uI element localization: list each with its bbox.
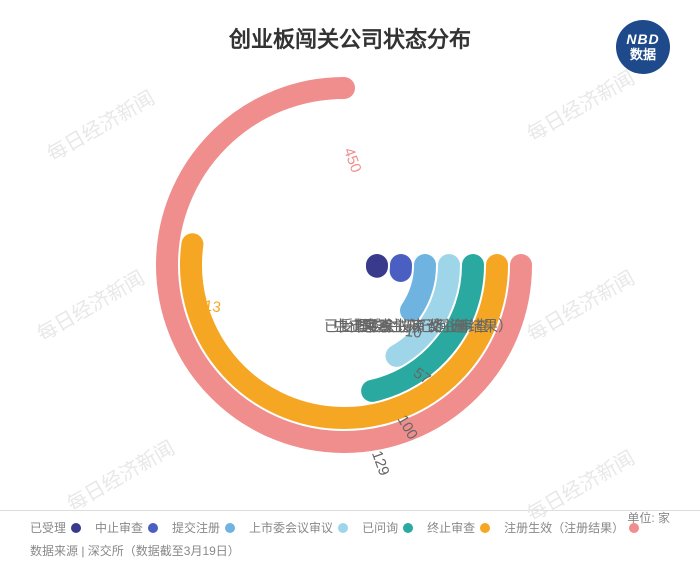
source-text: 数据来源 | 深交所（数据截至3月19日） bbox=[30, 542, 670, 559]
legend-dot bbox=[148, 523, 158, 533]
legend: 已受理 中止审查 提交注册 上市委会议审议 已问询 终止审查 注册生效（注册结果） bbox=[30, 519, 670, 536]
legend-item: 中止审查 bbox=[95, 519, 158, 536]
legend-dot bbox=[629, 523, 639, 533]
legend-label: 提交注册 bbox=[172, 519, 220, 536]
value-label: 313 bbox=[195, 296, 222, 316]
chart-title: 创业板闯关公司状态分布 bbox=[0, 22, 700, 54]
legend-dot bbox=[338, 523, 348, 533]
chart-svg bbox=[0, 60, 700, 510]
legend-label: 已受理 bbox=[30, 519, 66, 536]
legend-item: 已受理 bbox=[30, 519, 81, 536]
legend-dot bbox=[71, 523, 81, 533]
value-label: 5 bbox=[381, 319, 390, 336]
legend-label: 上市委会议审议 bbox=[249, 519, 333, 536]
radial-chart: 注册生效（注册结果）450终止审查313已问询129上市委会议审议100提交注册… bbox=[0, 60, 700, 510]
legend-item: 已问询 bbox=[362, 519, 413, 536]
legend-label: 注册生效（注册结果） bbox=[504, 519, 624, 536]
legend-item: 上市委会议审议 bbox=[249, 519, 348, 536]
legend-item: 终止审查 bbox=[427, 519, 490, 536]
legend-label: 终止审查 bbox=[427, 519, 475, 536]
legend-label: 中止审查 bbox=[95, 519, 143, 536]
legend-dot bbox=[403, 523, 413, 533]
legend-dot bbox=[225, 523, 235, 533]
category-label: 已受理 bbox=[324, 315, 369, 336]
legend-label: 已问询 bbox=[362, 519, 398, 536]
footer: 已受理 中止审查 提交注册 上市委会议审议 已问询 终止审查 注册生效（注册结果） 数据来源… bbox=[0, 510, 700, 568]
value-label: 10 bbox=[404, 323, 422, 342]
radial-bar bbox=[411, 265, 425, 311]
legend-item: 注册生效（注册结果） bbox=[504, 519, 639, 536]
badge-top: NBD bbox=[626, 32, 659, 47]
legend-item: 提交注册 bbox=[172, 519, 235, 536]
legend-dot bbox=[480, 523, 490, 533]
